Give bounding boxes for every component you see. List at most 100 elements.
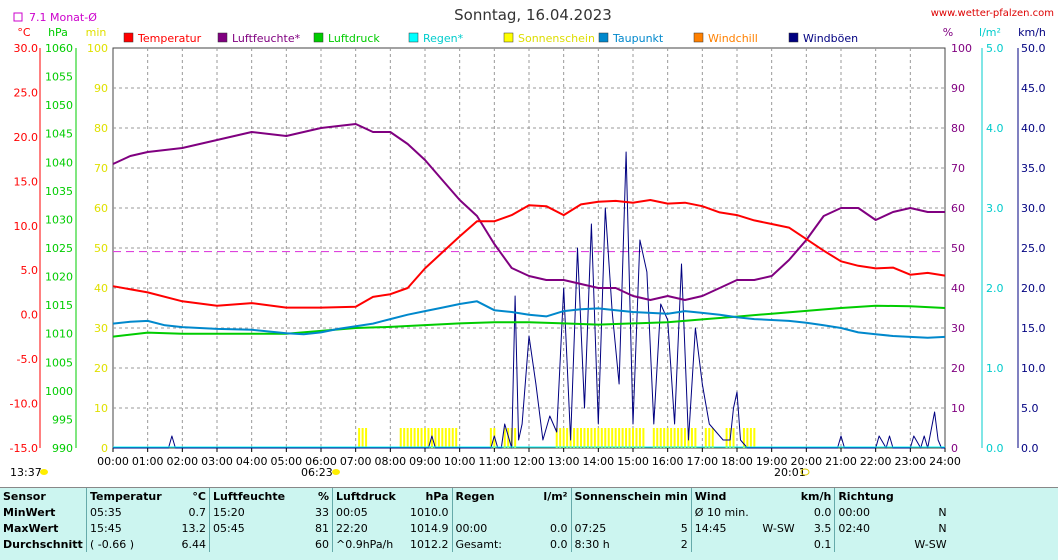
legend-swatch [217,32,228,43]
sunshine-bar [455,428,458,448]
legend-swatch [123,32,134,43]
hdr-sun: Sonnenschein min [570,488,692,504]
pressure-tick-label: 1030 [45,213,73,226]
sunshine-bar [365,428,368,448]
sunshine-bar [493,428,496,448]
stats-cell-rain-val: 0.0 [550,537,568,551]
stats-cell-wind-time: Ø 10 min. [690,504,752,520]
sun-tick-label: 50 [94,242,108,255]
x-tick-label: 18:00 [721,455,753,468]
stats-row: MaxWert 15:45 13.2 05:45 81 22:20 1014.9 00:00 0… [0,520,950,536]
x-tick-label: 17:00 [686,455,718,468]
stats-cell-label: MinWert [3,505,56,519]
sun-tick-label: 90 [94,82,108,95]
stats-cell-wind-dir [752,536,798,552]
humidity-line [112,123,945,301]
sunset-icon [800,468,810,476]
sunshine-bar [580,428,582,448]
stats-cell-wind-val: 3.5 [813,521,832,535]
sun-tick-label: 20 [94,362,108,375]
sun-tick-label: 70 [94,162,108,175]
sunshine-bar [656,428,659,448]
temp-tick-label: -10.0 [10,398,38,411]
sunshine-bar [451,428,454,448]
sunshine-bar [618,428,621,448]
x-tick-label: 01:00 [132,455,164,468]
sunshine-bar [690,428,693,448]
stats-cell-dir-val: N [938,505,947,519]
sunshine-bar [600,428,603,448]
sunrise-time: 06:23 [301,466,333,479]
humidity-tick-label: 100 [951,42,972,55]
stats-cell-sun-time: 8:30 h [570,536,662,552]
sun-tick-label: 0 [101,442,108,455]
x-tick-label: 08:00 [374,455,406,468]
monthly-avg-marker [13,12,23,22]
sunshine-bar [632,428,634,448]
stats-cell-press-time: 00:05 [332,504,407,520]
stats-cell-sun-time [570,504,662,520]
sunshine-bar [420,428,423,448]
x-tick-label: 13:00 [548,455,580,468]
legend-label: Luftdruck [328,32,380,45]
sunshine-bar [444,428,447,448]
hdr-wind-spacer [752,488,798,504]
stats-cell-rain-time [451,504,523,520]
legend-label: Taupunkt [612,32,664,45]
rain-tick-label: 4.0 [986,122,1004,135]
x-tick-label: 23:00 [894,455,926,468]
sunshine-bar [573,428,576,448]
sunshine-bar [566,428,569,448]
sun-tick-label: 80 [94,122,108,135]
sunshine-bar [680,428,683,448]
sunshine-bar [448,428,451,448]
temp-tick-label: 15.0 [14,175,39,188]
x-tick-label: 10:00 [444,455,476,468]
sunshine-bar [607,428,610,448]
wind-tick-label: 10.0 [1021,362,1046,375]
rain-tick-label: 2.0 [986,282,1004,295]
sunshine-bar [663,428,666,448]
stats-cell-sun-val: 5 [680,521,688,535]
stats-cell-temp-val: 13.2 [181,521,207,535]
pressure-tick-label: 1000 [45,385,73,398]
wind-tick-label: 0.0 [1021,442,1039,455]
stats-panel: Sensor Temperatur °C Luftfeuchte % Luftd… [0,487,1058,560]
sunshine-bar [503,428,506,448]
legend-label: Regen* [423,32,464,45]
legend-label: Windchill [708,32,758,45]
x-tick-label: 02:00 [166,455,198,468]
sunshine-bar [652,428,655,448]
sunshine-bar [611,428,614,448]
temp-tick-label: -15.0 [10,442,38,455]
hdr-temp: Temperatur [86,488,171,504]
stats-cell-sun-val [662,504,691,520]
humidity-tick-label: 90 [951,82,965,95]
sunshine-bar [749,428,752,448]
x-tick-label: 16:00 [652,455,684,468]
legend-label: Temperatur [137,32,202,45]
sunshine-bar [424,428,426,448]
legend-swatch [503,32,514,43]
humidity-tick-label: 0 [951,442,958,455]
humidity-tick-label: 50 [951,242,965,255]
stats-cell-rain-time: Gesamt: [451,536,523,552]
wind-tick-label: 5.0 [1021,402,1039,415]
dewpoint-line [112,300,946,339]
source-url[interactable]: www.wetter-pfalzen.com [931,8,1054,19]
pressure-line [112,304,946,338]
x-tick-label: 19:00 [756,455,788,468]
stats-cell-temp-val: 0.7 [188,505,207,519]
humidity-tick-label: 80 [951,122,965,135]
hdr-rain-unit: l/m² [543,489,568,503]
sunshine-bar [725,428,728,448]
sunshine-bar [625,428,628,448]
stats-cell-hum-val: 60 [315,537,329,551]
hdr-sensor: Sensor [3,489,46,503]
sunshine-bar [399,428,402,448]
humidity-unit: % [943,26,953,39]
hdr-wind: Wind [690,488,752,504]
x-tick-label: 03:00 [201,455,233,468]
pressure-tick-label: 995 [52,413,73,426]
weather-chart: Sonntag, 16.04.2023 www.wetter-pfalzen.c… [9,6,1054,479]
